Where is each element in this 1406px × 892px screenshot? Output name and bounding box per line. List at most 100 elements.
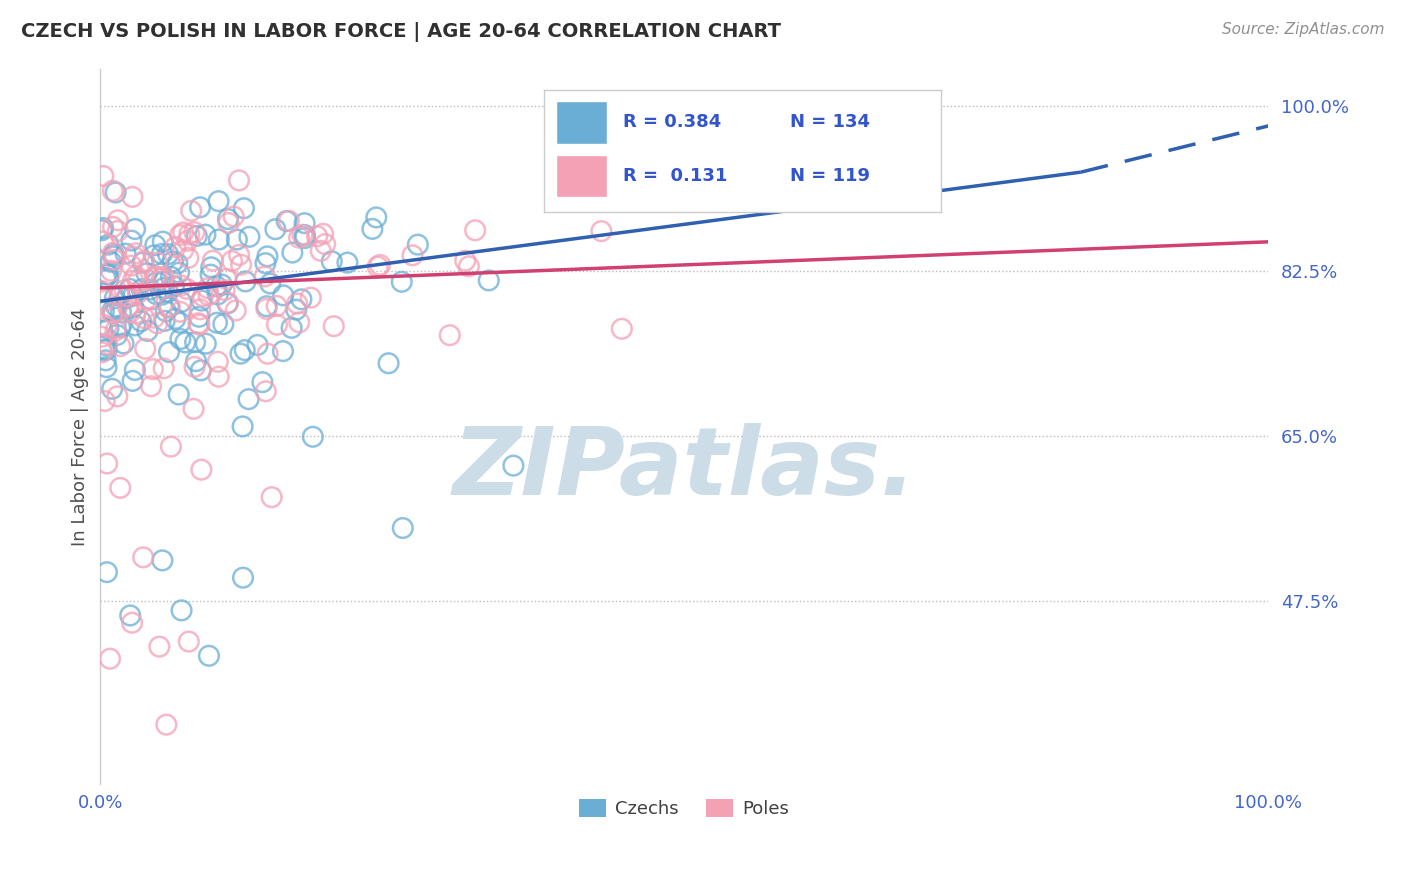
Point [157,345,180,359]
Point [170,603,193,617]
Point [132,254,155,268]
Point [100,264,122,278]
Point [97,267,120,281]
Point [108,339,131,353]
Point [260,490,283,504]
Point [391,521,413,535]
Point [143,248,166,262]
Point [167,387,190,401]
Point [108,289,131,303]
Point [103,306,125,320]
Point [228,173,250,187]
Point [143,310,166,325]
Point [127,286,149,301]
Legend: Czechs, Poles: Czechs, Poles [572,792,796,825]
Point [256,347,278,361]
Point [187,316,209,330]
Point [122,274,145,288]
Point [285,302,308,317]
Point [94,353,117,368]
Point [94,338,117,352]
Point [294,216,316,230]
Point [152,281,174,295]
Point [309,244,332,258]
Point [100,254,122,268]
Point [190,293,212,308]
Point [186,228,208,243]
Point [336,255,359,269]
Point [96,343,118,357]
Point [103,252,125,267]
Point [94,293,117,308]
Point [321,254,343,268]
Point [184,354,207,368]
Point [183,359,205,374]
Point [238,229,260,244]
Point [266,299,288,313]
Point [454,253,477,268]
Point [97,237,120,252]
Point [232,571,254,585]
Point [117,289,139,303]
Point [188,310,211,324]
Point [96,337,118,351]
Point [132,550,155,565]
Point [124,318,146,333]
Point [97,322,120,336]
Point [235,275,257,289]
Point [91,235,114,249]
Point [401,248,423,262]
Point [294,231,316,245]
Point [264,222,287,236]
Point [93,343,115,357]
Point [183,225,205,239]
Point [253,269,276,284]
Point [134,311,156,326]
Point [377,356,399,370]
Point [163,279,186,293]
Point [120,608,142,623]
Point [222,210,245,224]
Point [157,301,180,315]
Point [366,211,388,225]
Point [101,382,124,396]
Point [464,223,486,237]
Point [104,186,127,200]
Point [169,305,191,319]
Point [143,238,166,252]
Point [110,318,132,333]
Point [205,316,228,330]
Point [122,250,145,264]
Point [121,190,143,204]
Point [160,440,183,454]
Point [228,248,250,262]
Point [169,316,191,330]
Point [200,260,222,275]
Point [478,273,501,287]
Point [91,318,114,332]
Point [225,303,247,318]
Point [457,260,479,274]
Point [177,251,200,265]
Point [172,226,194,240]
Point [148,640,170,654]
Point [174,335,197,350]
Point [135,266,157,280]
Point [121,259,143,273]
Text: CZECH VS POLISH IN LABOR FORCE | AGE 20-64 CORRELATION CHART: CZECH VS POLISH IN LABOR FORCE | AGE 20-… [21,22,782,42]
Point [152,361,174,376]
Point [150,287,173,301]
Point [121,615,143,630]
Point [115,291,138,305]
Point [271,344,294,359]
Y-axis label: In Labor Force | Age 20-64: In Labor Force | Age 20-64 [72,308,89,546]
Point [118,305,141,319]
Point [197,281,219,295]
Point [157,247,180,261]
Point [256,249,278,263]
Point [238,392,260,406]
Point [207,194,229,208]
Point [146,270,169,285]
Point [180,203,202,218]
Point [131,282,153,296]
